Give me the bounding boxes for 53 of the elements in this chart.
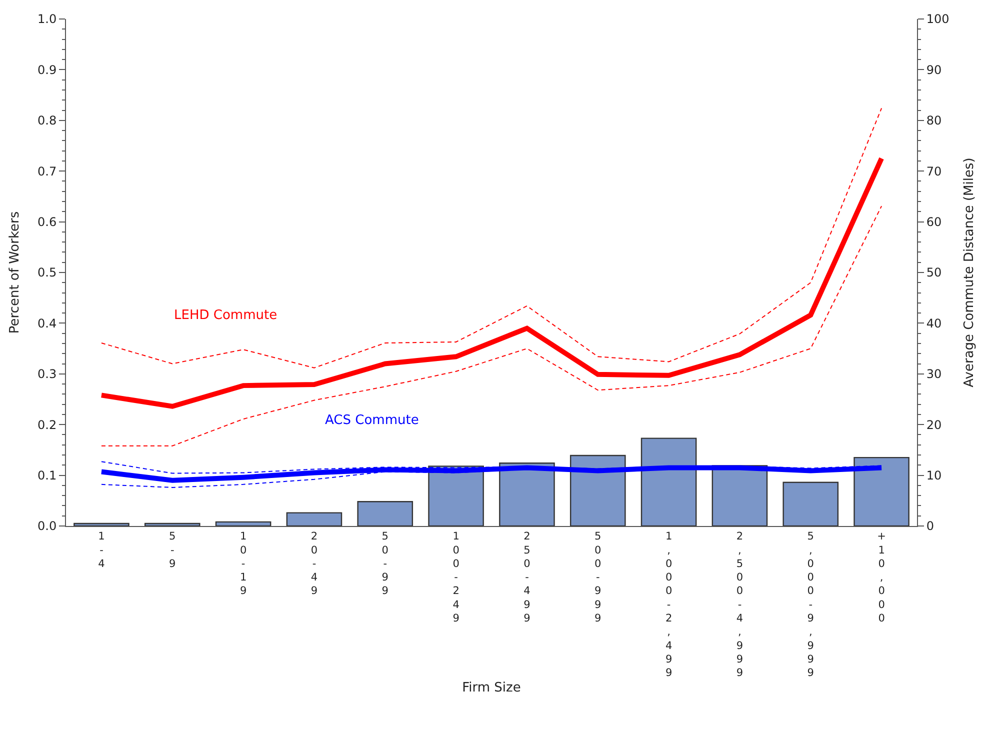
y-tick-label: 0.9 xyxy=(38,62,57,77)
y2-axis-title: Average Commute Distance (Miles) xyxy=(962,158,977,388)
x-tick-label: 10-19 xyxy=(240,530,247,598)
x-tick-label: 5-9 xyxy=(169,530,176,570)
bar xyxy=(854,456,910,526)
y-tick-label: 0.4 xyxy=(38,316,57,330)
bar xyxy=(640,438,697,526)
y2-tick-label: 100 xyxy=(926,12,950,26)
bar xyxy=(782,482,839,526)
bar xyxy=(499,462,555,526)
y-tick-label: 0.3 xyxy=(38,367,57,382)
bar xyxy=(570,454,626,526)
annotation: ACS Commute xyxy=(325,413,419,428)
category-label: 2,500-4,999 xyxy=(736,530,744,680)
y-tick-label: 0.1 xyxy=(38,468,57,482)
x-tick-label: 100-249 xyxy=(452,530,460,624)
bar xyxy=(74,522,130,526)
y2-tick-label: 90 xyxy=(926,62,942,77)
y2-tick-label: 40 xyxy=(926,316,942,330)
y2-tick-label: 70 xyxy=(926,164,942,178)
y2-tick-label: 60 xyxy=(926,215,942,229)
x-tick-label: 50-99 xyxy=(382,530,388,598)
line-series xyxy=(100,108,882,368)
bar xyxy=(215,521,272,526)
y2-tick-label: 20 xyxy=(926,418,942,432)
x-tick-label: 250-499 xyxy=(524,530,531,624)
x-tick-label: 500-999 xyxy=(594,530,602,624)
bar xyxy=(428,466,484,526)
x-tick-label: 1-4 xyxy=(98,530,106,570)
bar xyxy=(357,501,414,526)
y-tick-label: 0.2 xyxy=(38,418,57,432)
y-axis-title: Percent of Workers xyxy=(7,211,22,334)
y-tick-label: 0.5 xyxy=(38,266,57,280)
bar xyxy=(712,465,768,526)
category-label: 1,000-2,499 xyxy=(665,530,672,680)
line-series xyxy=(100,206,882,446)
y-tick-label: 0.0 xyxy=(38,519,57,534)
y2-tick-label: 10 xyxy=(926,468,942,482)
annotation: LEHD Commute xyxy=(174,308,278,323)
bar xyxy=(144,522,200,526)
y2-tick-label: 30 xyxy=(926,367,942,382)
y-tick-label: 0.6 xyxy=(38,215,57,229)
y2-tick-label: 50 xyxy=(926,266,942,280)
x-tick-label: 20-49 xyxy=(310,530,318,598)
x-axis-title: Firm Size xyxy=(462,680,521,696)
y-tick-label: 0.7 xyxy=(38,164,57,178)
category-label: 5,000-9,999 xyxy=(807,530,814,680)
y-tick-label: 0.8 xyxy=(38,114,57,128)
y2-tick-label: 0 xyxy=(926,519,934,534)
y2-tick-label: 80 xyxy=(926,114,942,128)
bar xyxy=(286,512,342,526)
y-tick-label: 1.0 xyxy=(38,12,57,26)
x-tick-label: +10,000 xyxy=(877,530,886,624)
